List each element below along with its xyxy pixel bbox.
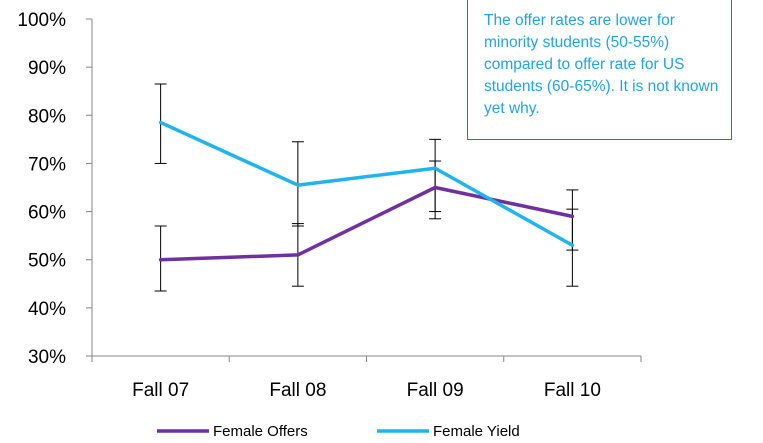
legend-label: Female Offers: [213, 423, 308, 440]
annotation-text: The offer rates are lower for minority s…: [484, 12, 719, 117]
y-tick-label: 90%: [28, 58, 66, 79]
series-lines: [158, 120, 575, 262]
legend: Female Offers Female Yield: [157, 423, 520, 440]
y-tick-label: 30%: [28, 347, 66, 368]
y-tick-label: 100%: [17, 10, 66, 31]
y-tick-label: 80%: [28, 106, 66, 127]
series-line-female-offers: [158, 185, 575, 262]
series-line-female-yield: [158, 120, 575, 248]
y-tick-label: 40%: [28, 299, 66, 320]
x-tick-label: Fall 08: [269, 380, 326, 401]
x-tick-label: Fall 10: [544, 380, 601, 401]
y-tick-label: 50%: [28, 251, 66, 272]
y-tick-label: 70%: [28, 154, 66, 175]
y-axis-ticks: 30% 40% 50% 60% 70% 80% 90% 100%: [17, 10, 92, 368]
legend-label: Female Yield: [433, 423, 520, 440]
x-axis-ticks: Fall 07 Fall 08 Fall 09 Fall 10: [91, 356, 642, 401]
x-tick-label: Fall 09: [407, 380, 464, 401]
y-tick-label: 60%: [28, 203, 66, 224]
annotation-box: The offer rates are lower for minority s…: [467, 0, 732, 140]
x-tick-label: Fall 07: [132, 380, 189, 401]
